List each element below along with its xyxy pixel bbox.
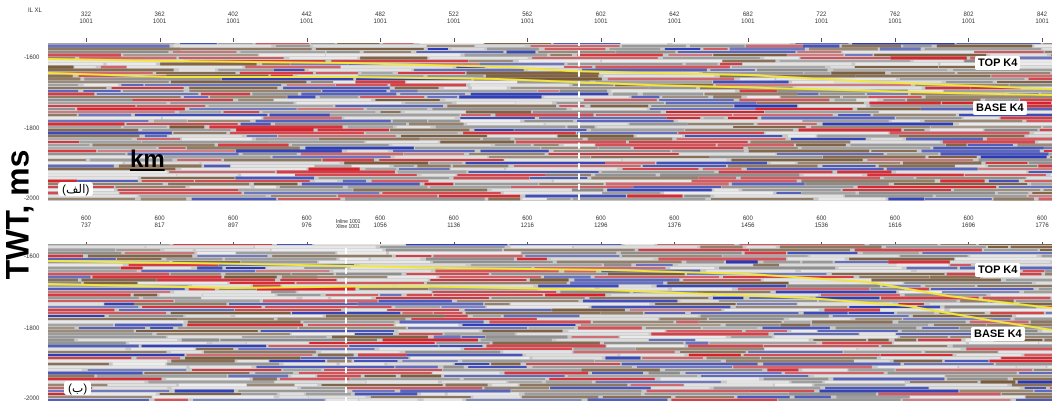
panel-a-axis-tick-mark [306, 38, 308, 42]
panel-a-y-tick-1800: -1800 [24, 126, 40, 132]
panel-a-axis-tick-mark [821, 38, 823, 42]
panel-a-il-xl-header: IL XL [28, 8, 42, 14]
panel-a-axis-tick-mark [453, 38, 455, 42]
panel-b-seismic-section [48, 244, 1052, 401]
panel-a-tag: (الف) [58, 182, 94, 196]
panel-b-axis-tick-label: 600 1456 [741, 216, 755, 229]
panel-b-axis-tick-label: 600 1376 [667, 216, 681, 229]
panel-a-axis-tick-label: 602 1001 [594, 12, 608, 25]
panel-a-axis-tick-mark [233, 38, 235, 42]
panel-b-axis-tick-label: 600 737 [80, 216, 92, 229]
panel-b-axis: 600 737 600 817 600 897 600 976 600 1056 600 … [48, 212, 1052, 246]
panel-b-base-k4-label: BASE K4 [971, 327, 1025, 341]
top-k4-horizon [48, 58, 1052, 90]
panel-a-axis-tick-label: 522 1001 [447, 12, 461, 25]
panel-b-y-tick-1600: -1600 [24, 254, 40, 260]
panel-b-axis-tick-label: 600 976 [301, 216, 312, 229]
panel-a-axis-tick-mark [380, 38, 382, 42]
panel-a-axis-tick-mark [968, 38, 970, 42]
base-k4-horizon [48, 283, 1052, 331]
panel-a-well-line [578, 40, 580, 200]
panel-a-axis-tick-label: 722 1001 [814, 12, 829, 25]
panel-a-axis-tick-label: 362 1001 [152, 12, 167, 25]
panel-a-axis-tick-mark [86, 38, 87, 42]
panel-b-axis-tick-label: 600 1776 [1035, 216, 1049, 229]
panel-b-axis-tick-label: 600 1616 [888, 216, 902, 229]
panel-a-axis-tick-label: 842 1001 [1035, 12, 1049, 25]
panel-b-y-tick-2000: -2000 [24, 396, 40, 402]
panel-a-axis-tick-label: 682 1001 [741, 12, 755, 25]
panel-b-axis-tick-label: 600 1056 [373, 216, 387, 229]
panel-b-seismic-image [48, 244, 1052, 401]
scale-bar-label: km [130, 146, 165, 173]
panel-a-axis-tick-label: 322 1001 [79, 12, 93, 25]
panel-a-axis-tick-label: 562 1001 [520, 12, 534, 25]
panel-a-axis-tick-label: 802 1001 [961, 12, 976, 25]
panel-a-y-tick-1600: -1600 [24, 55, 40, 61]
panel-a-seismic-image [48, 43, 1052, 201]
panel-a-seismic-section [48, 43, 1052, 201]
panel-b-well-line [345, 238, 347, 403]
panel-b-y-tick-1800: -1800 [24, 326, 40, 332]
panel-a-axis-tick-mark [159, 38, 161, 42]
panel-a-axis-tick-mark [1042, 38, 1043, 42]
y-axis-title: TWT, ms [0, 149, 36, 280]
top-k4-horizon [48, 260, 1052, 309]
panel-a-axis-tick-label: 442 1001 [299, 12, 314, 25]
panel-a-y-tick-2000: -2000 [24, 196, 40, 202]
panel-b-well-marker: Inline 1001 Xline 1001 [336, 219, 361, 230]
base-k4-horizon [48, 72, 1052, 96]
panel-a-axis-tick-label: 482 1001 [373, 12, 387, 25]
panel-a-top-k4-label: TOP K4 [975, 56, 1021, 70]
panel-b-axis-tick-label: 600 897 [228, 216, 239, 229]
panel-b-axis-tick-label: 600 1296 [594, 216, 608, 229]
panel-b-axis-tick-label: 600 1216 [520, 216, 534, 229]
panel-b-axis-tick-label: 600 817 [154, 216, 165, 229]
panel-a-axis-tick-label: 402 1001 [226, 12, 240, 25]
panel-a-axis: 322 1001 362 1001 402 1001 442 1001 482 1001… [48, 8, 1052, 42]
panel-a-base-k4-label: BASE K4 [973, 101, 1027, 115]
panel-b-axis-tick-label: 600 1136 [447, 216, 461, 229]
panel-b-top-k4-label: TOP K4 [975, 263, 1021, 277]
panel-a-axis-tick-mark [747, 38, 749, 42]
panel-a-axis-tick-label: 642 1001 [667, 12, 681, 25]
panel-a-axis-tick-mark [527, 38, 529, 42]
panel-a-axis-tick-mark [894, 38, 896, 42]
panel-b-tag: (ب) [64, 381, 92, 395]
panel-a-axis-tick-mark [600, 38, 602, 42]
panel-a-axis-tick-mark [674, 38, 676, 42]
panel-a-axis-tick-label: 762 1001 [888, 12, 902, 25]
panel-b-axis-tick-label: 600 1696 [961, 216, 976, 229]
panel-b-axis-tick-label: 600 1536 [814, 216, 829, 229]
